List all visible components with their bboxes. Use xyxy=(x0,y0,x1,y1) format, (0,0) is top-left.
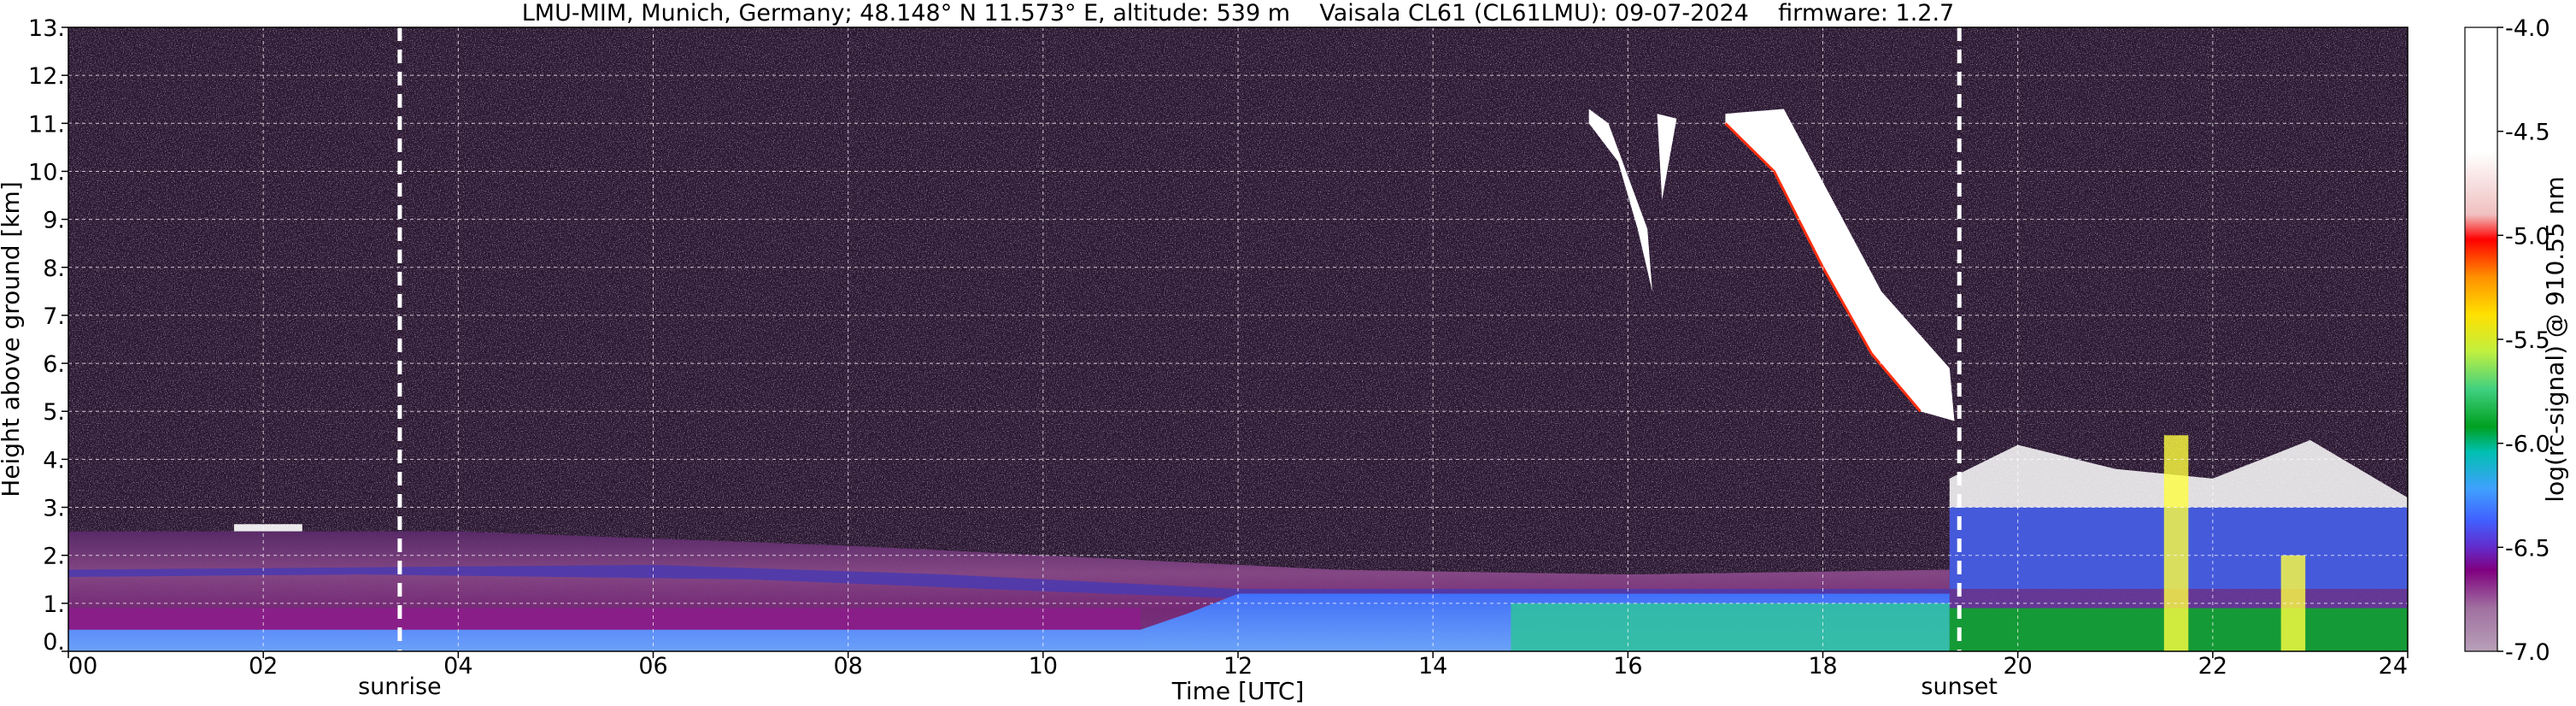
heatmap-layer-afternoon xyxy=(1511,603,1950,651)
x-tick-label-4: 08 xyxy=(833,653,862,680)
y-tick-label-11: 11. xyxy=(28,111,65,138)
x-tick-label-10: 20 xyxy=(2003,653,2032,680)
heatmap-layer-surface xyxy=(68,593,1950,651)
x-tick-label-1: 02 xyxy=(249,653,278,680)
y-tick-label-12: 12. xyxy=(28,63,65,90)
colorbar-tick-label-0: -4.0 xyxy=(2505,15,2550,42)
y-tick-label-1: 1. xyxy=(43,591,65,618)
x-tick-label-12: 24 xyxy=(2379,653,2408,680)
y-tick-label-13: 13. xyxy=(28,15,65,42)
y-tick-label-4: 4. xyxy=(43,447,65,474)
x-tick-label-8: 16 xyxy=(1613,653,1642,680)
x-axis-label: Time [UTC] xyxy=(1171,677,1305,705)
sunrise-label: sunrise xyxy=(358,674,442,700)
colorbar-tick-label-1: -4.5 xyxy=(2505,120,2550,146)
y-axis-label: Height above ground [km] xyxy=(0,181,25,497)
sunset-label: sunset xyxy=(1921,674,1998,700)
sun-markers: sunrise sunset xyxy=(358,27,1998,700)
heatmap-evening-cloudtop xyxy=(1949,439,2408,508)
x-tick-label-2: 04 xyxy=(443,653,472,680)
chart-title: LMU-MIM, Munich, Germany; 48.148° N 11.5… xyxy=(522,0,1955,26)
y-tick-label-10: 10. xyxy=(28,159,65,185)
heatmap-layers xyxy=(68,109,2408,651)
y-tick-label-8: 8. xyxy=(43,256,65,282)
y-tick-label-6: 6. xyxy=(43,351,65,378)
y-axis-ticks: 0. 1. 2. 3. 4. 5. 6. 7. 8. 9. 10. 11. 12. 13. xyxy=(28,15,68,656)
heatmap-aerosol-patch xyxy=(233,524,302,532)
colorbar-tick-label-4: -6.0 xyxy=(2505,432,2550,458)
colorbar-tick-label-6: -7.0 xyxy=(2505,639,2550,666)
colorbar-ticks: -4.0 -4.5 -5.0 -5.5 -6.0 -6.5 -7.0 xyxy=(2497,15,2550,666)
y-tick-label-5: 5. xyxy=(43,399,65,426)
colorbar-label: log(rc-signal) @ 910.55 nm xyxy=(2541,176,2569,502)
x-tick-label-3: 06 xyxy=(638,653,667,680)
x-tick-label-7: 14 xyxy=(1418,653,1447,680)
x-axis-ticks: 00 02 04 06 08 10 12 14 16 18 20 22 24 xyxy=(67,651,2409,680)
y-tick-label-9: 9. xyxy=(43,208,65,234)
x-tick-label-5: 10 xyxy=(1029,653,1058,680)
heatmap-cirrus-1 xyxy=(1588,109,1652,291)
x-tick-label-11: 22 xyxy=(2198,653,2227,680)
heatmap-plot-area xyxy=(68,27,2408,651)
x-tick-label-0: 00 xyxy=(68,653,97,680)
x-tick-label-6: 12 xyxy=(1223,653,1253,680)
y-tick-label-3: 3. xyxy=(43,496,65,522)
y-tick-label-2: 2. xyxy=(43,544,65,570)
colorbar-tick-label-3: -5.5 xyxy=(2505,327,2550,354)
heatmap-cirrus-2 xyxy=(1657,114,1677,201)
colorbar-tick-label-5: -6.5 xyxy=(2505,535,2550,562)
heatmap-precip-1 xyxy=(2163,435,2189,651)
y-tick-label-0: 0. xyxy=(43,629,65,656)
colorbar-tick-label-2: -5.0 xyxy=(2505,223,2550,250)
x-tick-label-9: 18 xyxy=(1808,653,1837,680)
colorbar-gradient xyxy=(2464,26,2498,652)
y-tick-label-7: 7. xyxy=(43,303,65,330)
heatmap-layer-inversion xyxy=(68,564,1950,599)
colorbar: -4.0 -4.5 -5.0 -5.5 -6.0 -6.5 -7.0 log(rc-sign… xyxy=(2464,15,2569,666)
